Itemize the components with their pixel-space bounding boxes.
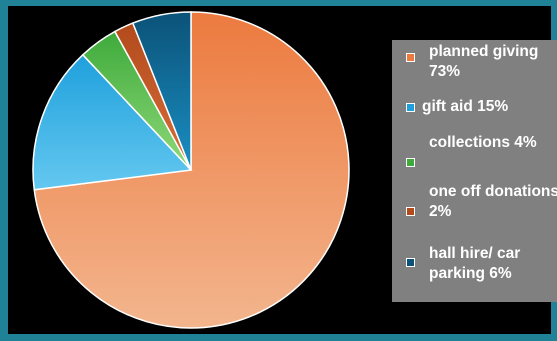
legend-swatch-planned-giving (406, 53, 415, 62)
legend-swatch-one-off-donations (406, 207, 415, 216)
pie-chart (32, 11, 350, 329)
pie-slice-hall-hire-car-parking (131, 11, 192, 171)
pie-slice-gift-aid (32, 53, 193, 191)
chart-area: planned giving 73% gift aid 15% collecti… (8, 6, 557, 334)
legend-label-gift-aid: gift aid 15% (422, 98, 509, 115)
legend-swatch-gift-aid (406, 103, 415, 112)
legend-label-planned-giving: planned giving 73% (429, 43, 539, 80)
legend-label-one-off-donations: one off donations 2% (429, 183, 557, 220)
legend-swatch-collections (406, 158, 415, 167)
legend-label-collections: collections 4% (429, 134, 537, 151)
legend-label-hall-hire: hall hire/ car parking 6% (429, 245, 521, 282)
legend: planned giving 73% gift aid 15% collecti… (392, 40, 557, 302)
legend-swatch-hall-hire (406, 258, 415, 267)
